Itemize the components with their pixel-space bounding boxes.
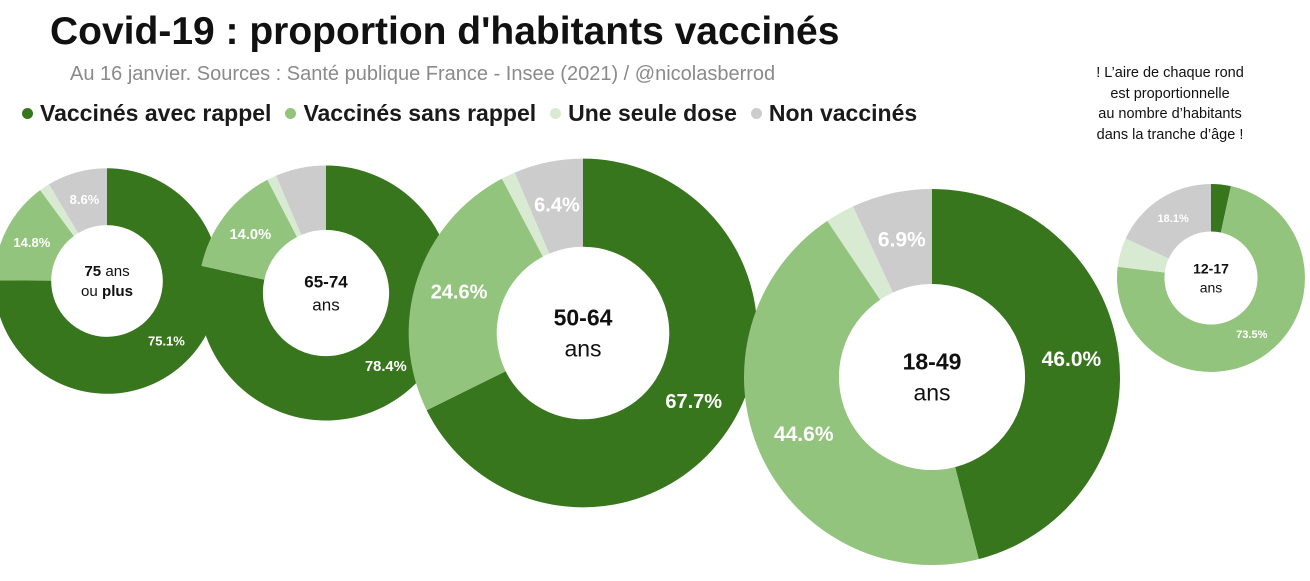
donut-slice <box>1117 238 1169 273</box>
donut-slice <box>0 190 74 281</box>
donut-center-label: 50-64 <box>554 304 613 330</box>
legend-item-avec-rappel: Vaccinés avec rappel <box>22 100 271 127</box>
donut-slice <box>501 172 550 257</box>
donut-4: 73.5% 18.1% 12-17 ans <box>1117 184 1305 372</box>
slice-value-label: 14.8% <box>13 235 50 250</box>
slice-value-label: 6.4% <box>534 194 580 216</box>
legend-label: Vaccinés avec rappel <box>40 100 272 126</box>
donut-slice <box>267 175 302 237</box>
donut-center-label: 75 ans <box>84 262 129 279</box>
slice-value-label: 44.6% <box>774 423 834 446</box>
legend-label: Non vaccinés <box>768 100 918 126</box>
donut-center-label: ans <box>312 295 339 314</box>
donut-slice <box>201 179 297 280</box>
donut-0: 75.1% 14.8% 8.6% 75 ans ou plus <box>0 168 220 394</box>
donut-center-label: ou plus <box>81 283 133 300</box>
donut-slice <box>198 165 454 421</box>
donut-1: 78.4% 14.0% 65-74 ans <box>198 165 454 421</box>
legend: Vaccinés avec rappel Vaccinés sans rappe… <box>22 100 931 127</box>
donut-slice <box>932 189 1120 560</box>
chart-title: Covid-19 : proportion d'habitants vaccin… <box>50 10 840 53</box>
donut-3: 46.0% 44.6% 6.9% 18-49 ans <box>744 189 1120 566</box>
slice-value-label: 75.1% <box>148 333 185 348</box>
note-line: ! L’aire de chaque rond <box>1096 65 1244 81</box>
note-line: dans la tranche d’âge ! <box>1096 126 1244 143</box>
donut-center-label: 18-49 <box>903 348 962 374</box>
legend-marker-icon <box>750 108 762 119</box>
legend-label: Une seule dose <box>568 100 737 126</box>
donut-slice <box>0 168 220 394</box>
donut-slice <box>853 189 932 293</box>
legend-item-sans-rappel: Vaccinés sans rappel <box>285 100 536 127</box>
slice-value-label: 67.7% <box>665 391 722 413</box>
legend-item-une-dose: Une seule dose <box>550 100 737 127</box>
slice-value-label: 8.6% <box>70 192 100 207</box>
donut-center-label: 65-74 <box>304 272 348 291</box>
slice-value-label: 6.9% <box>878 228 926 251</box>
area-note: ! L’aire de chaque rond est proportionne… <box>1070 63 1270 145</box>
donut-center-label: ans <box>564 336 601 362</box>
legend-marker-icon <box>22 108 33 119</box>
slice-value-label: 78.4% <box>365 359 407 375</box>
chart-subtitle: Au 16 janvier. Sources : Santé publique … <box>70 63 776 85</box>
legend-marker-icon <box>550 108 562 119</box>
slice-value-label: 18.1% <box>1158 213 1189 225</box>
donut-slice <box>48 168 107 234</box>
donut-center-label: 12-17 <box>1193 261 1229 277</box>
donut-slice <box>1125 184 1211 259</box>
donut-center-label: ans <box>1200 279 1223 295</box>
note-line: est proportionnelle <box>1110 85 1230 102</box>
slice-value-label: 14.0% <box>229 227 271 243</box>
donut-slice <box>1117 186 1305 372</box>
donut-slice <box>744 220 979 566</box>
donut-slice <box>40 184 79 237</box>
donut-slice <box>276 165 326 235</box>
legend-marker-icon <box>285 108 297 119</box>
note-line: au nombre d’habitants <box>1098 106 1242 122</box>
legend-item-non-vaccines: Non vaccinés <box>750 100 918 127</box>
slice-value-label: 73.5% <box>1236 329 1267 341</box>
donut-slice <box>827 206 893 300</box>
donut-slice <box>426 158 758 508</box>
legend-label: Vaccinés sans rappel <box>303 100 537 126</box>
slice-value-label: 46.0% <box>1042 348 1102 371</box>
donut-2: 67.7% 24.6% 6.4% 50-64 ans <box>408 158 758 508</box>
donut-center-label: ans <box>913 380 950 406</box>
donut-slice <box>1211 184 1231 233</box>
donut-slice <box>408 178 543 411</box>
slice-value-label: 24.6% <box>431 282 488 304</box>
donut-slice <box>514 158 583 254</box>
